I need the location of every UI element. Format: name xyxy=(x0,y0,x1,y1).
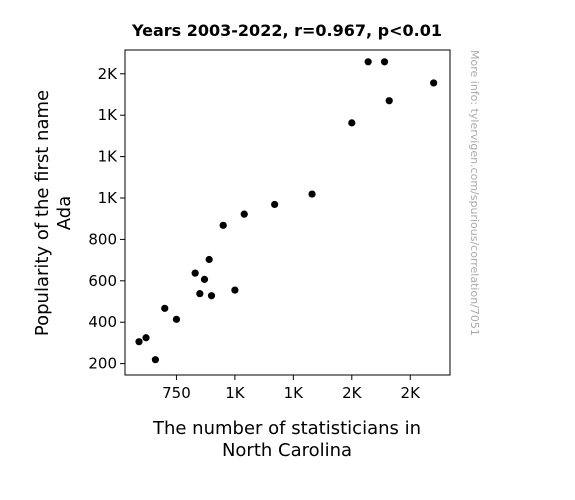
data-point xyxy=(205,255,213,264)
data-point xyxy=(231,286,239,294)
data-point xyxy=(380,58,389,66)
x-axis-label-line-1: The number of statisticians in xyxy=(152,418,421,439)
y-tick-label: 800 xyxy=(88,230,117,248)
data-point xyxy=(240,210,248,218)
plot-frame xyxy=(124,49,451,376)
watermark: More info: tylervigen.com/spurious/corre… xyxy=(468,50,481,336)
chart-title: Years 2003-2022, r=0.967, p<0.01 xyxy=(131,21,442,40)
data-point xyxy=(219,221,227,229)
y-tick-label: 1K xyxy=(98,106,119,124)
x-axis-label-line-2: North Carolina xyxy=(222,440,352,461)
y-axis: 200 400 600 800 1K 1K 1K 2K xyxy=(88,65,125,373)
data-point xyxy=(308,190,316,198)
data-point xyxy=(191,269,199,277)
y-tick-label: 400 xyxy=(88,313,117,331)
data-point xyxy=(142,334,150,342)
y-tick-label: 1K xyxy=(98,148,119,166)
y-tick-label: 200 xyxy=(88,355,117,373)
x-axis: 750 1K 1K 2K 2K xyxy=(162,375,421,402)
x-tick-label: 1K xyxy=(284,384,305,402)
data-point xyxy=(385,97,393,105)
data-point xyxy=(430,79,438,87)
data-point xyxy=(135,338,143,346)
x-tick-label: 1K xyxy=(225,384,246,402)
data-point xyxy=(207,292,216,300)
x-tick-label: 2K xyxy=(401,384,422,402)
data-point xyxy=(364,58,372,66)
data-point xyxy=(161,304,169,312)
data-points xyxy=(135,58,438,364)
y-tick-label: 1K xyxy=(98,189,119,207)
y-tick-label: 2K xyxy=(98,65,119,83)
y-axis-label-line-2: Ada xyxy=(54,196,75,230)
data-point xyxy=(200,275,209,283)
data-point xyxy=(271,200,279,209)
data-point xyxy=(151,356,159,364)
y-axis-label-line-1: Popularity of the first name xyxy=(32,90,53,336)
x-tick-label: 2K xyxy=(342,384,363,402)
data-point xyxy=(172,315,181,323)
y-tick-label: 600 xyxy=(88,272,117,290)
data-point xyxy=(348,119,356,127)
x-tick-label: 750 xyxy=(162,384,191,402)
data-point xyxy=(196,290,204,298)
